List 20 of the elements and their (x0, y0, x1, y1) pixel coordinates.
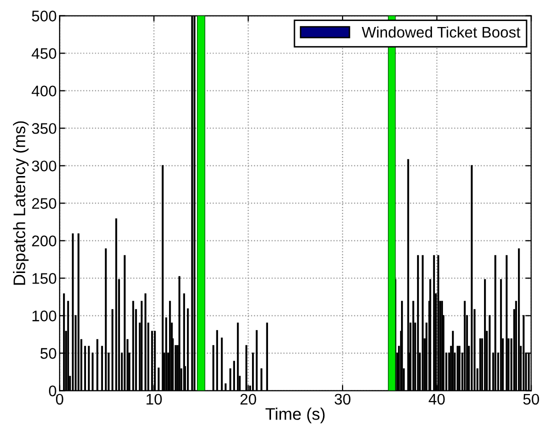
y-tick-label: 300 (32, 160, 56, 172)
x-tick-label: 30 (334, 394, 350, 405)
y-tick-label: 400 (32, 86, 56, 96)
x-tick-label: 0 (56, 394, 64, 405)
y-tick-label: 50 (40, 348, 56, 359)
y-tick-label: 0 (48, 386, 56, 396)
x-tick-label: 50 (523, 394, 540, 405)
y-tick-label: 150 (32, 273, 56, 284)
x-tick-label: 10 (146, 394, 162, 405)
y-tick-label: 200 (32, 236, 56, 246)
y-tick-label: 350 (32, 123, 56, 134)
x-tick-label: 20 (240, 394, 256, 405)
x-tick-label: 40 (428, 394, 445, 405)
y-tick-label: 250 (32, 198, 56, 209)
y-tick-label: 500 (32, 10, 56, 22)
legend-label: Windowed Ticket Boost (362, 26, 520, 38)
x-axis-title: Time (s) (266, 408, 325, 424)
y-axis-title: Dispatch Latency (ms) (13, 121, 29, 285)
y-tick-label: 450 (32, 48, 56, 59)
y-tick-label: 100 (32, 310, 56, 322)
